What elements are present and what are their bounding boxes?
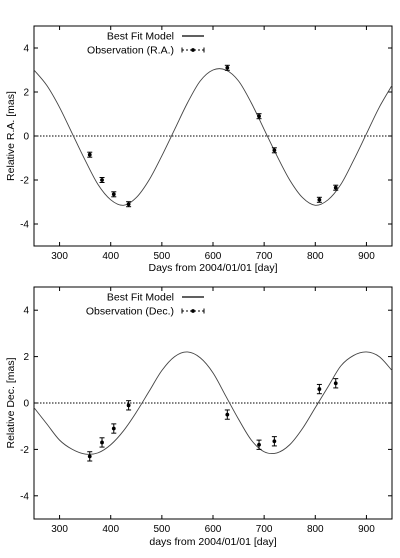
ra-x-tick-label: 500 [154, 251, 171, 262]
dec-legend: Best Fit Model Observation (Dec.) [86, 292, 205, 318]
dec-x-tick-label: 900 [358, 524, 375, 535]
dec-observation-point [316, 383, 322, 395]
dec-observation-point [99, 437, 105, 448]
ra-observation-point [333, 184, 339, 191]
ra-x-tick-label: 300 [51, 251, 68, 262]
dec-x-tick-label: 700 [256, 524, 273, 535]
dec-x-tick-label: 600 [205, 524, 222, 535]
dec-observation-points [87, 378, 339, 462]
ra-observation-point [99, 177, 105, 183]
ra-observation-point [224, 64, 230, 71]
dec-x-tick-label: 800 [307, 524, 324, 535]
dec-observation-point [333, 378, 339, 389]
ra-y-axis: -4 -2 0 2 4 [20, 44, 392, 231]
dec-y-tick-label: -4 [20, 491, 29, 502]
ra-observation-point [256, 113, 262, 120]
dec-observation-point [126, 400, 132, 411]
dec-y-tick-label: 4 [23, 306, 29, 317]
ra-observation-point [316, 196, 322, 203]
ra-y-tick-label: 0 [23, 132, 29, 143]
dec-observation-point [271, 436, 277, 447]
ra-x-tick-label: 600 [205, 251, 222, 262]
dec-x-axis: 300 400 500 600 700 800 900 [51, 287, 375, 535]
ra-observation-point [271, 147, 277, 154]
dec-x-axis-title: days from 2004/01/01 [day] [149, 536, 276, 548]
ra-y-tick-label: -4 [20, 220, 29, 231]
dec-legend-observation-marker [181, 308, 205, 314]
ra-x-tick-label: 400 [102, 251, 119, 262]
ra-legend: Best Fit Model Observation (R.A.) [87, 31, 205, 57]
ra-chart-panel: -4 -2 0 2 4 300 400 500 600 700 800 900 Best Fit M… [5, 25, 393, 274]
ra-observation-point [111, 191, 117, 198]
ra-legend-observation-marker [181, 47, 205, 53]
dec-observation-point [256, 439, 262, 450]
ra-legend-model-label: Best Fit Model [107, 31, 174, 43]
dec-chart-panel: -4 -2 0 2 4 300 400 500 600 700 800 900 Best Fit M… [5, 286, 393, 548]
dec-legend-observation-label: Observation (Dec.) [86, 306, 174, 318]
ra-observation-points [87, 64, 339, 208]
dec-y-axis: -4 -2 0 2 4 [20, 306, 392, 502]
dec-y-axis-title: Relative Dec. [mas] [5, 357, 17, 448]
ra-x-tick-label: 700 [256, 251, 273, 262]
ra-observation-point [87, 151, 93, 158]
dec-y-tick-label: 0 [23, 399, 29, 410]
dec-y-tick-label: 2 [23, 352, 29, 363]
dec-x-tick-label: 400 [102, 524, 119, 535]
dec-x-tick-label: 300 [51, 524, 68, 535]
dec-y-tick-label: -2 [20, 445, 29, 456]
dec-x-tick-label: 500 [154, 524, 171, 535]
dec-best-fit-model-curve [33, 351, 393, 455]
ra-best-fit-model-curve [33, 68, 393, 206]
ra-y-tick-label: -2 [20, 176, 29, 187]
dec-legend-model-label: Best Fit Model [107, 292, 174, 304]
ra-y-tick-label: 2 [23, 88, 29, 99]
ra-legend-observation-label: Observation (R.A.) [87, 45, 174, 57]
ra-x-tick-label: 900 [358, 251, 375, 262]
dec-observation-point [87, 451, 93, 462]
ra-observation-point [126, 201, 132, 208]
ra-x-axis: 300 400 500 600 700 800 900 [51, 26, 375, 262]
ra-y-tick-label: 4 [23, 44, 29, 55]
ra-y-axis-title: Relative R.A. [mas] [5, 91, 17, 181]
dec-observation-point [111, 423, 117, 434]
dec-observation-point [224, 409, 230, 420]
ra-x-tick-label: 800 [307, 251, 324, 262]
ra-x-axis-title: Days from 2004/01/01 [day] [149, 262, 278, 274]
